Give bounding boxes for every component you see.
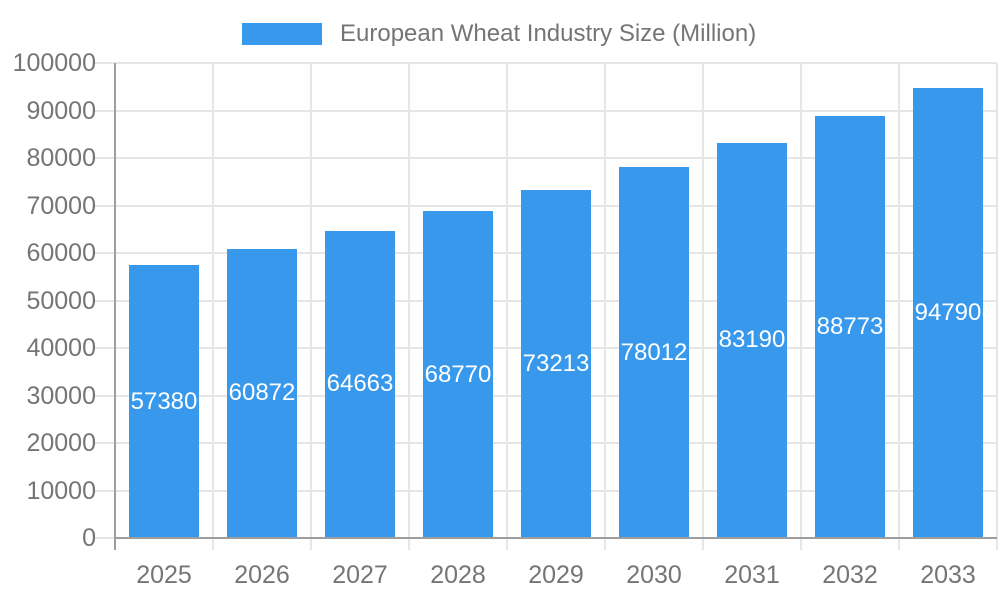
- x-axis-label-2027: 2027: [332, 561, 388, 589]
- y-gridline: [93, 157, 997, 159]
- bar-2025[interactable]: [129, 265, 199, 538]
- y-axis-tick-label: 30000: [26, 381, 96, 410]
- x-axis-label-2030: 2030: [626, 561, 682, 589]
- bar-2031[interactable]: [717, 142, 787, 538]
- bar-2030[interactable]: [619, 167, 689, 538]
- bar-value-label: 78012: [620, 338, 688, 366]
- bar-value-label: 73213: [522, 350, 590, 378]
- bar-2028[interactable]: [423, 211, 493, 538]
- bar-value-label: 60872: [228, 379, 296, 407]
- bar-value-label: 64663: [326, 370, 394, 398]
- y-axis-tick-label: 0: [82, 524, 96, 552]
- x-gridline: [702, 63, 704, 550]
- x-gridline: [506, 63, 508, 550]
- bar-2029[interactable]: [521, 190, 591, 538]
- bar-value-label: 83190: [718, 326, 786, 354]
- x-axis-label-2025: 2025: [136, 561, 192, 589]
- y-axis-tick-label: 40000: [26, 334, 96, 362]
- x-gridline: [408, 63, 410, 550]
- x-gridline: [800, 63, 802, 550]
- y-axis-tick-label: 90000: [26, 96, 96, 125]
- bar-value-label: 57380: [130, 387, 198, 415]
- x-axis-label-2028: 2028: [430, 561, 486, 589]
- x-axis-label-2026: 2026: [234, 561, 290, 589]
- x-gridline: [898, 63, 900, 550]
- x-gridline: [996, 63, 998, 550]
- y-axis-line: [114, 63, 116, 550]
- bar-value-label: 68770: [424, 360, 492, 388]
- bar-value-label: 88773: [816, 313, 884, 341]
- x-gridline: [604, 63, 606, 550]
- y-axis-tick-label: 20000: [26, 429, 96, 457]
- y-axis-tick-label: 80000: [26, 144, 96, 172]
- y-axis-tick-label: 50000: [26, 286, 96, 315]
- x-axis-label-2033: 2033: [920, 561, 976, 589]
- bar-2032[interactable]: [815, 116, 885, 538]
- x-gridline: [310, 63, 312, 550]
- x-axis-label-2032: 2032: [822, 561, 878, 589]
- y-axis-tick-label: 70000: [26, 191, 96, 220]
- y-gridline: [93, 62, 997, 64]
- x-axis-label-2029: 2029: [528, 561, 584, 589]
- bar-2026[interactable]: [227, 248, 297, 538]
- chart-legend: European Wheat Industry Size (Million): [242, 22, 756, 46]
- bar-value-label: 94790: [914, 298, 982, 326]
- y-axis-tick-label: 100000: [12, 49, 96, 77]
- y-gridline: [93, 109, 997, 112]
- x-axis-label-2031: 2031: [724, 561, 780, 589]
- bar-2033[interactable]: [913, 87, 983, 538]
- legend-label: European Wheat Industry Size (Million): [340, 20, 757, 47]
- y-axis-tick-label: 60000: [26, 239, 96, 267]
- x-gridline: [212, 63, 214, 550]
- y-axis-tick-label: 10000: [26, 476, 96, 505]
- bar-2027[interactable]: [325, 230, 395, 538]
- x-axis-line: [115, 537, 997, 539]
- legend-swatch: [242, 23, 322, 45]
